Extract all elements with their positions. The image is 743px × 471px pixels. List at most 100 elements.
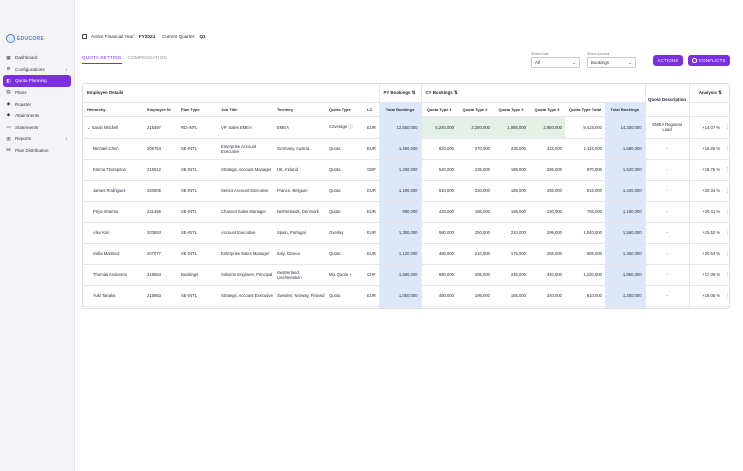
quota-type-2: 235,000	[457, 159, 493, 181]
employee-name: Sofia Martinez	[83, 243, 145, 265]
quota-type-1: 5,240,000	[420, 116, 457, 139]
quota-description-text: -	[666, 293, 668, 298]
plan-type: SE-INTL	[179, 285, 219, 307]
column-header-total-bookings[interactable]: Total Bookings	[605, 102, 646, 117]
quota-description: -	[644, 285, 690, 307]
column-header-territory[interactable]: Territory	[275, 102, 327, 117]
employee-id: 204664	[145, 306, 179, 308]
territory-text: Sweden, Norway, Finland	[277, 293, 325, 298]
quota-description: -	[644, 222, 690, 244]
column-header-plan-type[interactable]: Plan Type	[179, 102, 219, 117]
quota-type-total: 810,000	[565, 285, 605, 307]
analysis-header[interactable]: Analysis ⇅	[688, 84, 729, 103]
sidebar-item-plan-distribution[interactable]: ⋈ Plan Distribution	[3, 145, 71, 157]
sidebar: EDUCORE ▦ Dashboard ⚙ Configurations › ◧ Quota…	[0, 0, 75, 471]
column-header-quota-type-2[interactable]: Quota Type 2	[457, 102, 493, 117]
column-header-lc[interactable]: LC	[365, 102, 379, 117]
territory-text: Switzerland, Liechtenstein	[277, 269, 302, 280]
employee-id: 215912	[145, 159, 179, 181]
table-row[interactable]: Alex Kim 203893 SE-INTL Account Executive Sp…	[83, 222, 729, 244]
column-header-quota-type-total[interactable]: Quota Type Total	[565, 102, 605, 117]
employee-id: 215497	[145, 116, 179, 139]
sidebar-item-dashboard[interactable]: ▦ Dashboard	[3, 52, 71, 64]
row-menu-icon[interactable]: ⋮	[723, 222, 729, 244]
py-total-bookings: 1,180,000	[378, 180, 421, 202]
quota-type: Mix Quota +	[327, 264, 365, 286]
quota-type-3: 245,000	[493, 264, 529, 286]
employee-name-text: Thomas Anderson	[93, 272, 127, 277]
actions-button[interactable]: ACTIONS	[653, 55, 683, 66]
column-header-job-title[interactable]: Job Title	[219, 102, 275, 117]
local-currency-text: EUR	[367, 124, 376, 130]
date-select[interactable]: All ⌄	[531, 57, 580, 68]
cy-total-bookings: 1,250,000	[605, 285, 646, 307]
row-menu-icon[interactable]: ⋮	[723, 180, 729, 202]
row-menu-icon[interactable]: ⋮	[723, 201, 729, 223]
sidebar-item-quota-planning[interactable]: ◧ Quota Planning	[3, 75, 71, 87]
column-header-row: Hierarchy Employee Id Plan Type Job Title Te…	[83, 102, 729, 117]
table-row[interactable]: ⌄ Sarah Mitchell 215497 RD-INTL VP, Sales E…	[83, 116, 729, 139]
row-menu-icon[interactable]: ⋮	[723, 243, 729, 265]
quota-type-3: 1,895,000	[493, 116, 529, 139]
job-title: Strategic Account Executive	[219, 285, 275, 307]
sidebar-item-plans[interactable]: ▤ Plans	[3, 87, 71, 99]
row-menu-icon[interactable]: ⋮	[723, 306, 729, 308]
quota-type-2: 185,000	[457, 201, 493, 223]
sidebar-item-attainments[interactable]: ◆ Attainments	[3, 110, 71, 122]
local-currency: EUR	[365, 116, 379, 139]
table-row[interactable]: Thomas Anderson 218554 Bookings Solution En…	[83, 264, 729, 286]
conflicts-button[interactable]: CONFLICTS	[688, 55, 730, 66]
job-title: Channel Sales Manager	[219, 201, 275, 223]
quota-description-text: -	[666, 146, 668, 151]
app-logo[interactable]: EDUCORE	[6, 34, 44, 43]
cy-total-bookings-text: 1,250,000	[622, 293, 642, 298]
table-row[interactable]: Priya Sharma 221456 SE-INTL Channel Sales M…	[83, 201, 729, 223]
py-total-bookings-text: 1,580,000	[398, 272, 418, 277]
job-title-text: Strategic Account Manager	[221, 167, 272, 172]
column-header-total-bookings[interactable]: Total Bookings	[378, 102, 421, 117]
column-header-hierarchy[interactable]: Hierarchy	[83, 102, 145, 117]
row-menu-icon[interactable]: ⋮	[723, 264, 729, 286]
column-header-quota-type-3[interactable]: Quota Type 3	[493, 102, 529, 117]
column-header-quota-type-1[interactable]: Quota Type 1	[420, 102, 457, 117]
sidebar-item-configurations[interactable]: ⚙ Configurations ›	[3, 64, 71, 76]
table-row[interactable]: Emma Thompson 215912 SE-INTL Strategic Acco…	[83, 159, 729, 181]
column-header-quota-type-4[interactable]: Quota Type 4	[529, 102, 565, 117]
row-menu-icon[interactable]: ⋮	[723, 138, 729, 160]
plan-type-text: SE-INTL	[181, 251, 198, 256]
row-menu-icon[interactable]: ⋮	[723, 116, 729, 139]
chevron-down-icon[interactable]: ⌄	[87, 124, 92, 130]
table-row[interactable]: James Rodriguez 220805 SE-INTL Senior Accou…	[83, 180, 729, 202]
local-currency: GBP	[365, 159, 379, 181]
analysis-value-text: +20.34 %	[702, 188, 721, 193]
sidebar-item-reports[interactable]: ▥ Reports ›	[3, 133, 71, 145]
quota-type-3: 210,000	[493, 222, 529, 244]
quota-description: EMEA Regional Lead	[644, 116, 690, 139]
column-header-quota-type[interactable]: Quota Type	[327, 102, 365, 117]
table-row[interactable]: Yuki Tanaka 215883 SE-INTL Strategic Accoun…	[83, 285, 729, 307]
job-title-text: Enterprise Account Executive	[221, 143, 257, 154]
employee-id: 215883	[145, 285, 179, 307]
account-select[interactable]: Bookings ⌄	[587, 57, 636, 68]
column-header-employee-id[interactable]: Employee Id	[145, 102, 179, 117]
table-row[interactable]: Michael Chen 206754 SE-INTL Enterprise Acco…	[83, 138, 729, 160]
territory-text: EMEA	[277, 124, 289, 130]
tab-compensation[interactable]: COMPENSATION	[127, 55, 167, 60]
sidebar-item-roaster[interactable]: ◉ Roaster	[3, 98, 71, 110]
analysis-value-text: +20.54 %	[702, 251, 721, 256]
employee-name-text: Sofia Martinez	[93, 251, 120, 256]
sidebar-item-statements[interactable]: ▭ Statements	[3, 122, 71, 134]
employee-id-text: 218554	[147, 272, 161, 277]
tab-quota-setting[interactable]: QUOTA SETTING	[82, 55, 122, 64]
territory: Sweden, Norway, Finland	[275, 285, 327, 307]
row-menu-icon[interactable]: ⋮	[723, 159, 729, 181]
local-currency-text: EUR	[367, 230, 376, 235]
table-row[interactable]: Sofia Martinez 207077 SE-INTL Enterprise Sa…	[83, 243, 729, 265]
table-row[interactable]: Mohammed Al-Rashid204664RD-INTLRegional …	[83, 306, 729, 308]
quota-type-4-text: 265,000	[546, 188, 562, 193]
cy-bookings-header[interactable]: CY Bookings ⇅	[420, 84, 646, 103]
employee-name: Yuki Tanaka	[83, 285, 145, 307]
py-bookings-header[interactable]: PY Bookings ⇅	[378, 84, 421, 103]
row-menu-icon[interactable]: ⋮	[723, 285, 729, 307]
territory-text: Spain, Portugal	[277, 230, 306, 235]
